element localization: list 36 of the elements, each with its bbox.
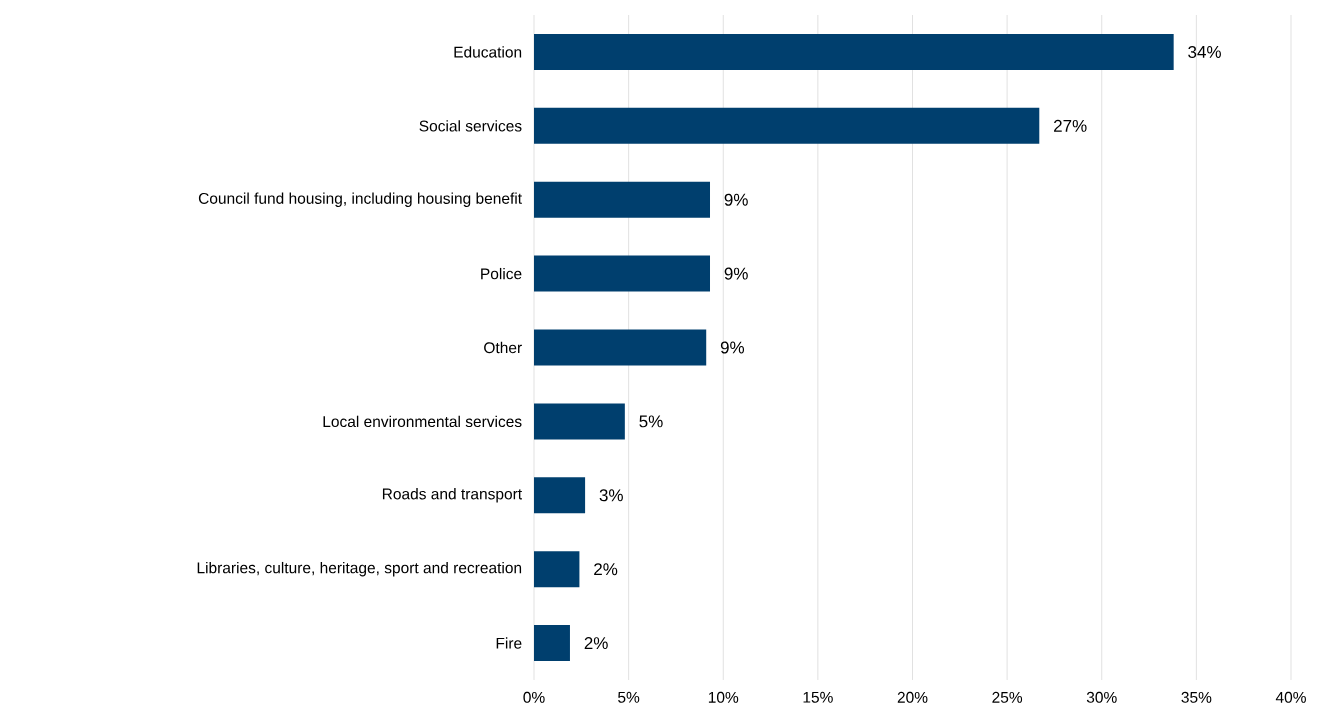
- y-tick-label: Libraries, culture, heritage, sport and recreation: [197, 561, 522, 577]
- y-tick-label: Other: [484, 341, 522, 354]
- data-label: 9%: [724, 193, 748, 206]
- x-tick-label: 0%: [523, 691, 545, 703]
- y-tick-label: Fire: [496, 637, 522, 649]
- bar: [534, 255, 710, 292]
- y-tick-label: Local environmental services: [323, 415, 522, 428]
- bar: [534, 403, 625, 440]
- bar: [534, 551, 580, 588]
- x-tick-label: 25%: [992, 691, 1023, 703]
- data-label: 3%: [599, 489, 623, 502]
- y-tick-label: Education: [454, 46, 522, 58]
- x-tick-label: 10%: [708, 691, 739, 703]
- y-tick-label: Police: [481, 267, 522, 280]
- data-label: 27%: [1054, 119, 1087, 132]
- bar: [534, 625, 570, 662]
- x-tick-label: 30%: [1086, 691, 1117, 703]
- data-label: 5%: [639, 415, 663, 428]
- data-label: 2%: [584, 637, 608, 650]
- x-tick-label: 5%: [618, 691, 640, 703]
- y-tick-label: Social services: [419, 120, 522, 132]
- data-label: 2%: [594, 563, 618, 576]
- x-tick-label: 40%: [1275, 691, 1306, 703]
- bar: [534, 329, 707, 366]
- x-tick-label: 15%: [803, 691, 833, 703]
- bar: [534, 181, 710, 218]
- data-label: 9%: [720, 341, 745, 354]
- x-tick-label: 20%: [897, 691, 928, 703]
- x-tick-label: 35%: [1181, 691, 1212, 703]
- y-tick-label: Roads and transport: [382, 488, 522, 503]
- y-tick-label: Council fund housing, including housing benefit: [198, 192, 522, 207]
- data-label: 34%: [1188, 45, 1221, 58]
- bar: [534, 107, 1040, 144]
- bar: [534, 477, 586, 514]
- data-label: 9%: [724, 267, 748, 280]
- bar: [534, 33, 1174, 70]
